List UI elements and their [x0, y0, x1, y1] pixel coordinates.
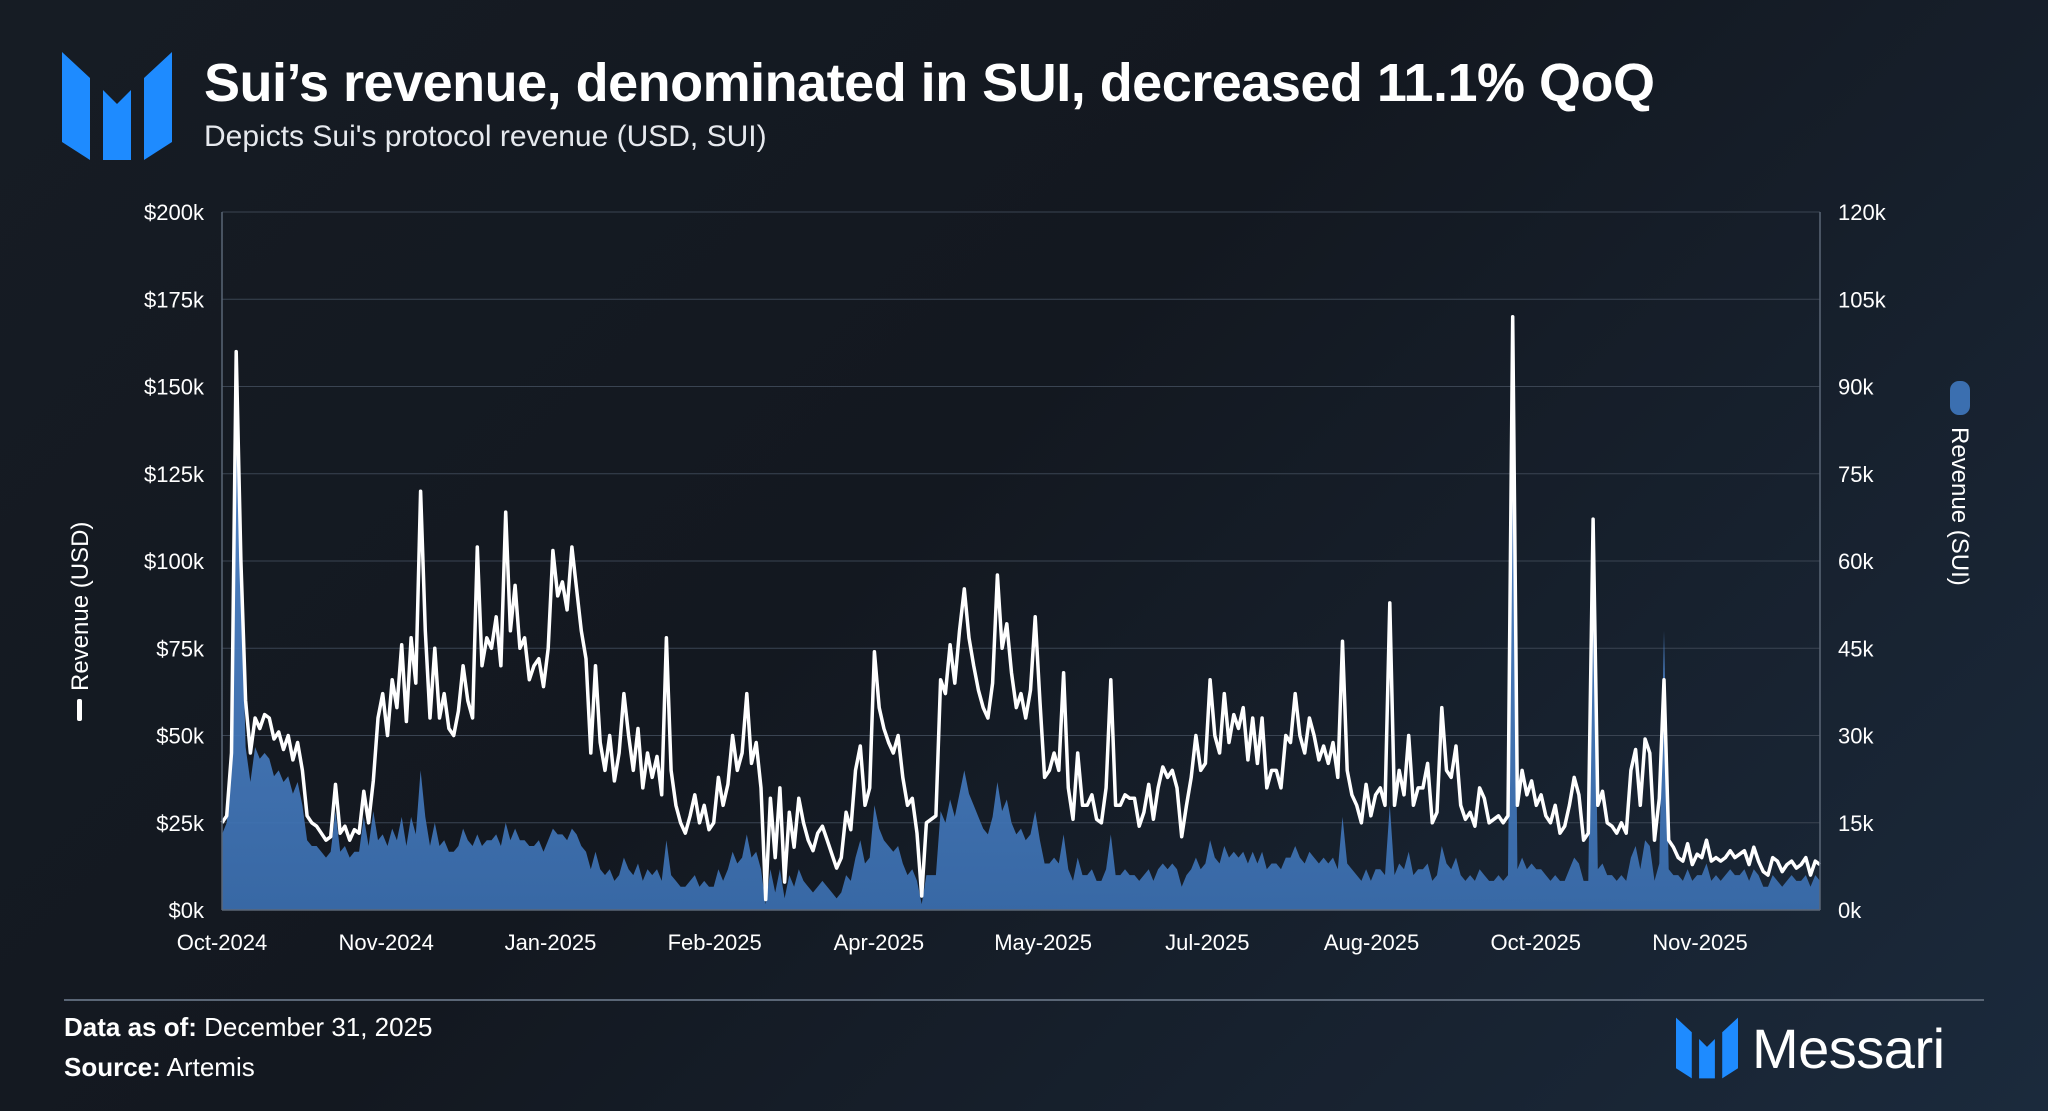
- x-tick-label: Aug-2025: [1324, 930, 1419, 955]
- axis-legends: Revenue (USD) Revenue (SUI): [67, 381, 1973, 721]
- right-axis-title: Revenue (SUI): [1946, 427, 1973, 586]
- brand-name: Messari: [1752, 1016, 1945, 1080]
- x-tick-label: May-2025: [994, 930, 1092, 955]
- x-axis-ticks: Oct-2024 Nov-2024 Jan-2025 Feb-2025 Apr-2025…: [177, 930, 1748, 955]
- x-tick-label: Jul-2025: [1165, 930, 1249, 955]
- right-axis-ticks: 0k 15k 30k 45k 60k 75k 90k 105k 120k: [1838, 200, 1887, 923]
- chart-title: Sui’s revenue, denominated in SUI, decre…: [204, 53, 1655, 113]
- x-tick-label: Nov-2024: [339, 930, 434, 955]
- y-tick-label: $50k: [156, 724, 205, 749]
- y-tick-label: $25k: [156, 811, 205, 836]
- y2-tick-label: 30k: [1838, 724, 1874, 749]
- legend-usd-marker: [77, 699, 82, 721]
- y-tick-label: $175k: [144, 287, 205, 312]
- data-source: Source: Artemis: [64, 1052, 255, 1083]
- x-tick-label: Nov-2025: [1652, 930, 1747, 955]
- x-tick-label: Jan-2025: [505, 930, 597, 955]
- y2-tick-label: 105k: [1838, 287, 1887, 312]
- y-tick-label: $100k: [144, 549, 205, 574]
- y2-tick-label: 90k: [1838, 375, 1874, 400]
- y2-tick-label: 15k: [1838, 811, 1874, 836]
- sui-area-series: [222, 351, 1820, 911]
- x-tick-label: Apr-2025: [834, 930, 925, 955]
- messari-logo-icon: [62, 52, 172, 160]
- legend-sui-marker: [1950, 381, 1970, 415]
- as-of-value: December 31, 2025: [204, 1012, 433, 1042]
- left-axis-ticks: $0k $25k $50k $75k $100k $125k $150k $175k $200k: [144, 200, 205, 923]
- legend-usd: Revenue (USD): [67, 522, 94, 721]
- sui-area-path: [222, 351, 1820, 911]
- y2-tick-label: 75k: [1838, 462, 1874, 487]
- y2-tick-label: 60k: [1838, 549, 1874, 574]
- usd-line-path: [220, 314, 1822, 902]
- y-tick-label: $75k: [156, 636, 205, 661]
- y2-tick-label: 45k: [1838, 636, 1874, 661]
- axes: [221, 212, 1821, 911]
- left-axis-title: Revenue (USD): [67, 522, 94, 691]
- brand-footer: Messari: [1676, 1016, 1945, 1080]
- messari-brand-icon: [1676, 1017, 1738, 1079]
- usd-line-series: [220, 314, 1822, 902]
- x-tick-label: Feb-2025: [668, 930, 762, 955]
- y-tick-label: $150k: [144, 375, 205, 400]
- source-label: Source:: [64, 1052, 161, 1082]
- y-tick-label: $0k: [169, 898, 205, 923]
- x-tick-label: Oct-2025: [1491, 930, 1582, 955]
- source-value: Artemis: [166, 1052, 255, 1082]
- y-tick-label: $200k: [144, 200, 205, 225]
- footer-divider: [64, 999, 1984, 1001]
- as-of-label: Data as of:: [64, 1012, 197, 1042]
- data-as-of: Data as of: December 31, 2025: [64, 1012, 433, 1043]
- y-tick-label: $125k: [144, 462, 205, 487]
- chart-subtitle: Depicts Sui's protocol revenue (USD, SUI…: [204, 120, 767, 153]
- legend-sui: Revenue (SUI): [1946, 381, 1973, 586]
- y2-tick-label: 0k: [1838, 898, 1862, 923]
- revenue-chart: $0k $25k $50k $75k $100k $125k $150k $175k $200k…: [67, 200, 1973, 955]
- x-tick-label: Oct-2024: [177, 930, 268, 955]
- y2-tick-label: 120k: [1838, 200, 1887, 225]
